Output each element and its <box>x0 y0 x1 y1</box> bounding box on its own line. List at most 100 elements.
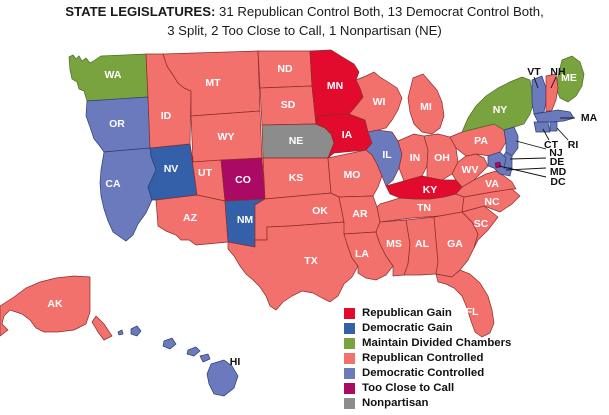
state-label-GA: GA <box>447 238 463 250</box>
state-OR[interactable]: OR <box>85 96 151 153</box>
state-NH[interactable] <box>545 73 559 113</box>
state-label-OK: OK <box>312 205 328 217</box>
state-label-NV: NV <box>164 163 179 175</box>
state-HI[interactable]: HI <box>117 325 240 397</box>
legend-swatch-democratic-gain <box>344 323 355 334</box>
state-label-AL: AL <box>415 238 430 250</box>
state-shape-VT[interactable] <box>531 75 547 115</box>
state-MO[interactable]: MO <box>327 149 383 198</box>
state-shape-SC[interactable] <box>461 205 499 249</box>
state-ME[interactable]: ME <box>555 55 585 103</box>
state-shape-MI[interactable] <box>407 73 445 135</box>
state-AR[interactable]: AR <box>338 195 381 235</box>
state-MT[interactable]: MT <box>162 50 261 117</box>
legend-label-maintain-divided-chambers: Maintain Divided Chambers <box>362 337 512 349</box>
state-shape-WA[interactable] <box>68 53 149 102</box>
state-label-VT: VT <box>527 66 541 78</box>
state-label-MS: MS <box>386 238 402 250</box>
state-CO[interactable]: CO <box>220 157 266 202</box>
legend-swatch-nonpartisan <box>344 398 355 409</box>
state-FL[interactable]: FL <box>435 269 495 338</box>
state-KS[interactable]: KS <box>262 157 332 200</box>
state-shape-CA[interactable] <box>99 147 157 242</box>
state-label-MA: MA <box>581 112 598 124</box>
state-AZ[interactable]: AZ <box>155 194 229 246</box>
state-WV[interactable]: WV <box>451 153 489 188</box>
state-NY[interactable]: NY <box>461 76 535 133</box>
us-map-svg: WA OR CA NV ID MT WY UT CO AZ NM <box>0 49 598 397</box>
state-label-IN: IN <box>410 152 421 164</box>
state-shape-HI[interactable] <box>117 325 239 397</box>
state-shape-AZ[interactable] <box>155 194 229 246</box>
legend-label-democratic-controlled: Democratic Controlled <box>362 367 485 379</box>
state-label-KS: KS <box>289 172 304 184</box>
state-WA[interactable]: WA <box>68 53 149 102</box>
state-label-UT: UT <box>198 167 213 179</box>
state-label-ND: ND <box>277 63 293 75</box>
state-AK[interactable]: AK <box>0 275 113 341</box>
state-shape-MT[interactable] <box>162 50 261 117</box>
state-label-NY: NY <box>493 104 508 116</box>
state-NV[interactable]: NV <box>147 143 198 201</box>
state-WY[interactable]: WY <box>190 110 263 163</box>
state-shape-WI[interactable] <box>348 71 403 133</box>
legend-item-maintain-divided-chambers[interactable]: Maintain Divided Chambers <box>344 336 511 351</box>
state-label-CO: CO <box>235 174 251 186</box>
state-label-FL: FL <box>466 306 479 318</box>
state-label-MN: MN <box>327 80 343 92</box>
state-shape-CT[interactable] <box>533 121 551 133</box>
legend-item-republican-controlled[interactable]: Republican Controlled <box>344 351 511 366</box>
state-shape-VA[interactable] <box>455 170 517 198</box>
state-shape-RI[interactable] <box>549 121 558 132</box>
state-MN[interactable]: MN <box>309 49 364 125</box>
header-summary: 31 Republican Control Both, 13 Democrat … <box>215 4 544 19</box>
legend-item-democratic-gain[interactable]: Democratic Gain <box>344 321 511 336</box>
state-PA[interactable]: PA <box>449 123 507 157</box>
state-VT[interactable] <box>531 75 547 115</box>
state-shape-IN[interactable] <box>397 133 429 182</box>
state-GA[interactable]: GA <box>433 211 479 278</box>
state-CT[interactable] <box>533 121 551 133</box>
callout-group: VT NH MA CT RI NJ DE MD DC <box>498 66 598 188</box>
legend: Republican Gain Democratic Gain Maintain… <box>344 306 511 411</box>
state-RI[interactable] <box>549 121 558 132</box>
state-SD[interactable]: SD <box>259 85 317 126</box>
state-ND[interactable]: ND <box>257 50 313 89</box>
state-IL[interactable]: IL <box>365 129 403 187</box>
state-shape-IL[interactable] <box>365 129 403 187</box>
state-label-MD: MD <box>550 166 567 178</box>
legend-label-nonpartisan: Nonpartisan <box>362 397 429 409</box>
legend-item-nonpartisan[interactable]: Nonpartisan <box>344 396 511 411</box>
state-DC[interactable] <box>494 161 502 169</box>
header-line-1: STATE LEGISLATURES: 31 Republican Contro… <box>0 4 609 19</box>
header: STATE LEGISLATURES: 31 Republican Contro… <box>0 0 609 46</box>
state-label-MO: MO <box>344 169 361 181</box>
state-NE[interactable]: NE <box>261 123 335 159</box>
legend-item-republican-gain[interactable]: Republican Gain <box>344 306 511 321</box>
state-label-IA: IA <box>342 129 353 141</box>
state-shape-NJ[interactable] <box>503 126 519 157</box>
state-shape-DC[interactable] <box>494 161 502 169</box>
state-shape-AK[interactable] <box>0 275 113 341</box>
legend-item-democratic-controlled[interactable]: Democratic Controlled <box>344 366 511 381</box>
state-label-NM: NM <box>237 214 254 226</box>
state-SC[interactable]: SC <box>461 205 499 249</box>
header-line-2: 3 Split, 2 Too Close to Call, 1 Nonparti… <box>167 23 442 38</box>
state-label-AK: AK <box>47 298 63 310</box>
state-shape-NH[interactable] <box>545 73 559 113</box>
callout-line-VT <box>533 76 539 89</box>
state-label-WA: WA <box>105 69 122 81</box>
legend-label-republican-gain: Republican Gain <box>362 307 452 319</box>
callout-line-DC <box>498 165 547 178</box>
state-CA[interactable]: CA <box>99 147 157 242</box>
state-shape-FL[interactable] <box>435 269 495 338</box>
state-KY[interactable]: KY <box>385 175 463 200</box>
state-NJ[interactable] <box>503 126 519 157</box>
state-VA[interactable]: VA <box>455 170 517 198</box>
state-WI[interactable]: WI <box>348 71 403 133</box>
state-label-OR: OR <box>109 118 125 130</box>
state-MI[interactable]: MI <box>407 73 445 135</box>
state-IN[interactable]: IN <box>397 133 429 182</box>
legend-item-too-close-to-call[interactable]: Too Close to Call <box>344 381 511 396</box>
state-OH[interactable]: OH <box>423 133 459 182</box>
